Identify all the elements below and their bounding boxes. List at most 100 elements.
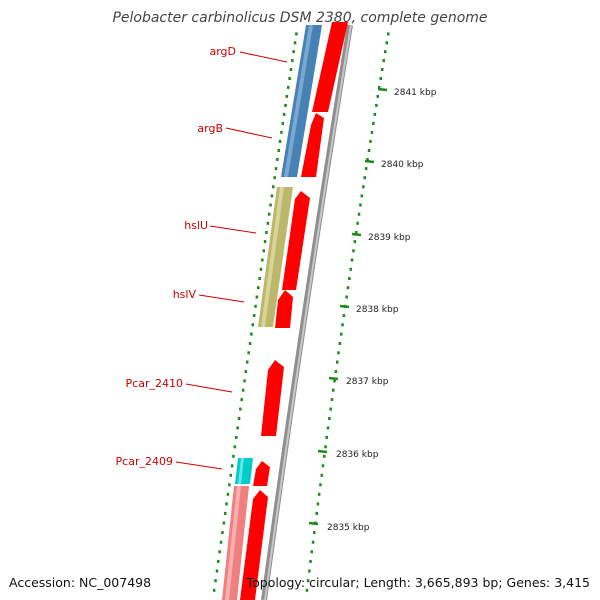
outer-track-dot xyxy=(370,130,374,134)
tick-mark-2840 xyxy=(364,159,375,164)
outer-track-dot xyxy=(309,559,312,563)
inner-track-dot xyxy=(270,194,274,198)
outer-track-dot xyxy=(349,267,352,271)
cds-arrow-6 xyxy=(253,461,270,486)
inner-track-dot xyxy=(225,502,228,506)
outer-track-dot xyxy=(310,550,313,554)
outer-track-dot xyxy=(316,502,320,506)
cds-arrow-2 xyxy=(301,113,324,177)
inner-track-dot xyxy=(243,379,246,383)
inner-track-dot xyxy=(235,435,238,439)
outer-track-dot xyxy=(306,579,310,583)
inner-track-dot xyxy=(295,32,298,36)
outer-track-dot xyxy=(363,176,366,180)
inner-track-dot xyxy=(212,588,216,592)
inner-track-dot xyxy=(272,185,275,189)
feature-blocks xyxy=(222,25,322,600)
inner-track-dot xyxy=(267,212,271,216)
outer-track-dot xyxy=(355,231,358,234)
inner-track-dot xyxy=(263,240,267,244)
inner-track-dot xyxy=(246,360,249,364)
inner-track-dot xyxy=(293,41,297,45)
inner-track-dot xyxy=(239,407,242,411)
outer-track-dot xyxy=(308,569,311,573)
outer-track-dot xyxy=(346,286,350,290)
outer-track-dot xyxy=(315,511,318,515)
outer-track-dot xyxy=(332,388,335,392)
gene-label-argD: argD xyxy=(209,45,236,58)
outer-track-dot xyxy=(379,77,382,80)
outer-track-dot xyxy=(362,185,365,189)
outer-track-dot xyxy=(337,351,340,355)
inner-track-dot xyxy=(232,454,235,458)
outer-track-dot xyxy=(375,103,378,107)
outer-track-dot xyxy=(352,249,355,253)
accession-label: Accession: NC_007498 xyxy=(9,575,152,590)
outer-track-dot xyxy=(369,139,372,143)
label-leader-lines xyxy=(175,51,288,470)
inner-track-dot xyxy=(218,550,221,554)
outer-track-dot xyxy=(333,379,336,383)
outer-track-dot xyxy=(373,112,377,116)
inner-track-dot xyxy=(269,203,272,207)
outer-track-dot xyxy=(336,360,339,364)
outer-track-dot xyxy=(384,50,387,54)
genome-summary-label: Topology: circular; Length: 3,665,893 bp… xyxy=(246,575,590,590)
cds-arrow-3 xyxy=(282,191,310,290)
feature-block-cyan xyxy=(235,458,253,484)
outer-track-dot xyxy=(334,370,338,373)
feature-block-pink-highlight xyxy=(225,486,241,600)
inner-track-dot xyxy=(282,112,286,116)
inner-track-dot xyxy=(276,158,279,161)
outer-track-dot xyxy=(311,540,315,544)
feature-block-blue-highlight xyxy=(284,25,313,177)
outer-track-dot xyxy=(376,94,379,98)
tick-label-2835: 2835 kbp xyxy=(327,523,370,533)
inner-track-dot xyxy=(273,176,276,180)
inner-track-dot xyxy=(252,314,256,317)
tick-mark-2837 xyxy=(328,376,339,381)
tick-label-2839: 2839 kbp xyxy=(368,233,411,243)
leader-line-Pcar_2410 xyxy=(185,383,233,393)
tick-label-2841: 2841 kbp xyxy=(394,88,437,98)
outer-track-dot xyxy=(338,342,342,345)
inner-track-dot xyxy=(241,388,245,392)
inner-track-dot xyxy=(221,531,224,535)
inner-track-dot xyxy=(255,295,259,299)
cds-arrow-5 xyxy=(261,360,284,436)
outer-track-dot xyxy=(345,295,348,299)
inner-track-dot xyxy=(280,130,283,134)
inner-track-dot xyxy=(217,559,220,563)
inner-track-dot xyxy=(284,103,287,107)
gene-labels: argD argB hslU hslV Pcar_2410 Pcar_2409 xyxy=(116,45,236,468)
inner-track-dot xyxy=(248,342,252,345)
outer-track-dot xyxy=(360,194,364,198)
outer-track-dot xyxy=(325,435,328,439)
leader-line-Pcar_2409 xyxy=(175,461,223,470)
inner-track-dot xyxy=(257,286,260,290)
outer-track-dot xyxy=(321,464,325,468)
cds-arrow-1 xyxy=(312,22,348,112)
inner-track-dot xyxy=(229,473,232,477)
outer-track-dot xyxy=(348,277,351,280)
inner-track-dot xyxy=(236,426,239,430)
tick-mark-2835 xyxy=(308,521,319,526)
outer-track-dot xyxy=(313,531,316,535)
tick-label-2840: 2840 kbp xyxy=(381,160,424,170)
gene-label-argB: argB xyxy=(197,122,223,135)
inner-track-dot xyxy=(214,579,217,583)
outer-track-dot xyxy=(342,314,346,317)
cds-arrows xyxy=(240,22,348,600)
gene-label-hslV: hslV xyxy=(173,288,197,301)
inner-track-dot xyxy=(226,492,230,496)
inner-track-dot xyxy=(240,398,243,402)
outer-track-dot xyxy=(330,398,334,402)
outer-track-dot xyxy=(357,212,361,216)
tick-mark-2841 xyxy=(377,87,388,92)
inner-track-dot xyxy=(247,351,250,355)
outer-track-dot xyxy=(385,41,388,45)
tick-label-2836: 2836 kbp xyxy=(336,450,379,460)
tick-label-2837: 2837 kbp xyxy=(346,377,389,387)
inner-dotted-track xyxy=(212,32,298,592)
gene-label-Pcar_2410: Pcar_2410 xyxy=(126,377,183,390)
